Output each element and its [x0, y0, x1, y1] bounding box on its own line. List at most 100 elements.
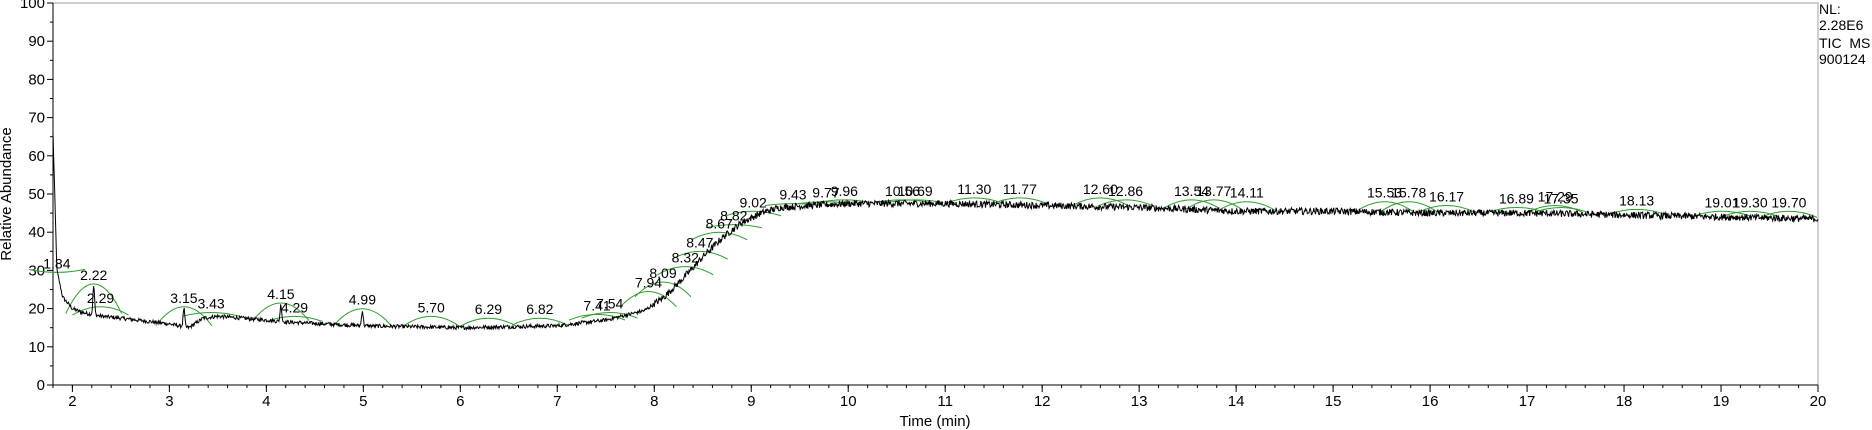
info-block: NL: 2.28E6 TIC MS 900124 — [1819, 1, 1870, 67]
peak-marker — [1608, 208, 1665, 215]
peak-label: 16.89 — [1499, 190, 1534, 206]
x-tick-label: 6 — [456, 393, 464, 410]
peak-label: 8.82 — [720, 208, 747, 224]
x-tick-label: 2 — [68, 393, 76, 410]
x-tick-label: 12 — [1034, 393, 1051, 410]
peak-labels: 1.84 2.22 2.29 3.15 3.43 4.154.29 4.99 5.70 6.29… — [43, 181, 1806, 317]
peak-label: 15.53 — [1367, 185, 1402, 201]
peak-label: 19.30 — [1733, 194, 1768, 210]
x-tick-label: 10 — [840, 393, 857, 410]
peak-marker — [1380, 201, 1438, 213]
peak-marker — [581, 312, 638, 319]
peak-marker — [182, 312, 240, 317]
peak-label: 17.35 — [1543, 190, 1578, 206]
peak-label: 11.77 — [1003, 181, 1037, 197]
peak-label: 13.77 — [1196, 183, 1231, 199]
x-tick-label: 11 — [937, 393, 953, 410]
peak-label: 16.17 — [1429, 189, 1464, 205]
peak-label: 4.15 — [267, 286, 294, 302]
x-tick-label: 8 — [650, 393, 658, 410]
x-tick-label: 5 — [359, 393, 367, 410]
peak-marker — [1418, 205, 1475, 213]
x-tick-label: 18 — [1616, 393, 1633, 410]
peak-label: 4.99 — [349, 292, 376, 308]
peak-marker — [657, 266, 714, 276]
peak-label: 8.09 — [649, 265, 676, 281]
peak-marker — [266, 315, 323, 322]
peak-label: 13.54 — [1174, 183, 1209, 199]
peak-marker — [28, 268, 85, 273]
peak-label: 14.11 — [1230, 185, 1264, 201]
y-tick-label: 0 — [37, 377, 45, 394]
peak-marker — [1072, 197, 1129, 207]
peak-label: 19.70 — [1771, 194, 1806, 210]
x-tick-label: 15 — [1325, 393, 1342, 410]
peak-label: 10.56 — [885, 183, 920, 199]
peak-label: 8.32 — [672, 250, 699, 266]
peak-label: 4.29 — [281, 299, 308, 315]
peak-label: 5.70 — [418, 299, 445, 315]
x-axis-title: Time (min) — [899, 413, 970, 430]
peak-marker — [1097, 199, 1154, 207]
peak-label: 18.13 — [1619, 192, 1654, 208]
peak-label: 6.29 — [475, 301, 502, 317]
peak-marker — [671, 250, 729, 260]
x-axis: 2 3 4 5 6 7 8 9 10 11 12 13 14 15 16 17 18 19 20 — [52, 384, 1826, 410]
peak-marker — [1488, 206, 1545, 213]
peak-marker — [620, 290, 677, 308]
peak-label: 3.15 — [170, 290, 197, 306]
x-tick-label: 14 — [1228, 393, 1245, 410]
peak-label: 9.02 — [740, 194, 767, 210]
y-tick-label: 10 — [28, 339, 45, 356]
peak-label: 19.01 — [1704, 194, 1739, 210]
peak-label: 7.94 — [635, 275, 662, 291]
info-nl-label: NL: — [1819, 1, 1841, 17]
peak-markers — [28, 197, 1818, 327]
peak-label: 12.60 — [1083, 181, 1118, 197]
peak-label: 3.43 — [197, 296, 224, 312]
peak-marker — [65, 283, 123, 314]
x-tick-label: 4 — [262, 393, 270, 410]
peak-marker — [887, 199, 944, 204]
peak-marker — [1185, 199, 1243, 210]
peak-label: 9.43 — [779, 187, 806, 203]
y-tick-label: 70 — [28, 110, 45, 127]
peak-marker — [1693, 210, 1751, 217]
peak-marker — [991, 197, 1049, 205]
peak-label: 8.47 — [686, 234, 713, 250]
peak-marker — [460, 317, 517, 327]
peak-marker — [946, 197, 1003, 204]
info-nl-value: 2.28E6 — [1819, 17, 1864, 33]
y-tick-label: 50 — [28, 186, 45, 203]
peak-label: 11.30 — [957, 181, 991, 197]
peak-label: 8.67 — [706, 215, 733, 231]
x-tick-label: 3 — [165, 393, 173, 410]
peak-marker — [333, 308, 391, 326]
peak-marker — [402, 315, 460, 327]
peak-label: 1.84 — [43, 255, 70, 271]
x-tick-label: 9 — [747, 393, 755, 410]
peak-marker — [155, 306, 213, 327]
y-tick-label: 100 — [20, 0, 45, 12]
peak-marker — [72, 306, 129, 316]
x-tick-label: 13 — [1131, 393, 1148, 410]
peak-marker — [705, 224, 762, 229]
x-tick-label: 17 — [1519, 393, 1536, 410]
peak-marker — [725, 210, 782, 217]
y-tick-label: 80 — [28, 71, 45, 88]
peak-label: 9.96 — [831, 183, 858, 199]
peak-marker — [634, 281, 692, 298]
peak-marker — [691, 231, 748, 241]
peak-marker — [1163, 199, 1220, 209]
peak-label: 17.29 — [1538, 189, 1573, 205]
y-tick-label: 90 — [28, 33, 45, 50]
info-scan-type: TIC MS — [1819, 35, 1870, 51]
y-tick-label: 60 — [28, 148, 45, 165]
peak-marker — [1218, 201, 1276, 211]
peak-label: 2.22 — [80, 267, 107, 283]
peak-label: 7.54 — [596, 296, 623, 312]
peak-marker — [816, 199, 873, 204]
peak-marker — [1760, 210, 1818, 218]
peak-marker — [511, 317, 569, 326]
